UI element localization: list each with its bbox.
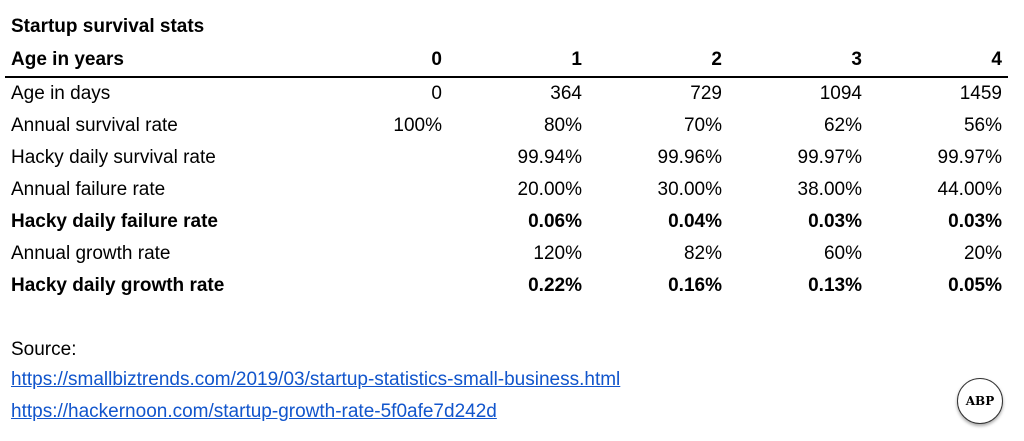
header-row: Age in years 0 1 2 3 4 <box>5 44 1008 78</box>
row-value <box>337 174 448 206</box>
row-value: 44.00% <box>937 179 1002 200</box>
row-value: 0.06% <box>528 211 582 232</box>
source-section: Source: https://smallbiztrends.com/2019/… <box>11 336 620 428</box>
row-value: 80% <box>543 115 582 136</box>
row-value: 99.97% <box>797 147 862 168</box>
row-value: 0 <box>431 83 442 104</box>
header-label: Age in years <box>5 44 337 78</box>
header-col-3: 3 <box>727 44 868 78</box>
row-label: Annual survival rate <box>11 115 178 136</box>
row-value: 20.00% <box>517 179 582 200</box>
row-value <box>337 142 448 174</box>
row-value: 100% <box>393 115 442 136</box>
row-value <box>337 270 448 302</box>
table-row: Age in days 0 364 729 1094 1459 <box>5 77 1008 110</box>
table-row: Annual growth rate 120% 82% 60% 20% <box>5 238 1008 270</box>
row-label: Age in days <box>11 83 111 104</box>
sheet-title: Startup survival stats <box>11 16 205 37</box>
row-value: 120% <box>533 243 582 264</box>
row-value: 99.96% <box>657 147 722 168</box>
row-value <box>337 206 448 238</box>
row-value: 99.94% <box>517 147 582 168</box>
row-value: 1094 <box>819 83 862 104</box>
row-value: 82% <box>683 243 722 264</box>
row-value: 0.03% <box>808 211 862 232</box>
row-value: 0.04% <box>668 211 722 232</box>
row-value: 364 <box>550 83 582 104</box>
row-value: 20% <box>963 243 1002 264</box>
row-value: 0.05% <box>948 275 1002 296</box>
row-value: 0.13% <box>808 275 862 296</box>
table-row: Annual failure rate 20.00% 30.00% 38.00% 44.… <box>5 174 1008 206</box>
row-value: 1459 <box>959 83 1002 104</box>
table-row: Hacky daily survival rate 99.94% 99.96% 99.… <box>5 142 1008 174</box>
row-value: 30.00% <box>657 179 722 200</box>
row-value: 56% <box>963 115 1002 136</box>
source-link-smallbiztrends[interactable]: https://smallbiztrends.com/2019/03/start… <box>11 369 621 390</box>
header-col-4: 4 <box>867 44 1008 78</box>
row-value <box>337 238 448 270</box>
table-row: Annual survival rate 100% 80% 70% 62% 56% <box>5 110 1008 142</box>
row-value: 70% <box>683 115 722 136</box>
stats-table: Age in years 0 1 2 3 4 Age in days 0 364 72… <box>5 44 1008 302</box>
row-value: 0.16% <box>668 275 722 296</box>
source-label: Source: <box>11 339 77 360</box>
header-col-1: 1 <box>447 44 588 78</box>
row-value: 38.00% <box>797 179 862 200</box>
table-row: Hacky daily failure rate 0.06% 0.04% 0.03% 0… <box>5 206 1008 238</box>
header-col-0: 0 <box>337 44 448 78</box>
row-label: Hacky daily growth rate <box>11 275 225 296</box>
row-label: Annual failure rate <box>11 179 166 200</box>
source-link-hackernoon[interactable]: https://hackernoon.com/startup-growth-ra… <box>11 401 497 422</box>
row-label: Annual growth rate <box>11 243 171 264</box>
table-row: Hacky daily growth rate 0.22% 0.16% 0.13% 0.… <box>5 270 1008 302</box>
row-value: 60% <box>823 243 862 264</box>
row-value: 0.22% <box>528 275 582 296</box>
row-label: Hacky daily survival rate <box>11 147 216 168</box>
abp-logo: ABP <box>957 378 1003 424</box>
row-value: 62% <box>823 115 862 136</box>
row-value: 729 <box>690 83 722 104</box>
row-value: 0.03% <box>948 211 1002 232</box>
row-value: 99.97% <box>937 147 1002 168</box>
header-col-2: 2 <box>587 44 728 78</box>
row-label: Hacky daily failure rate <box>11 211 218 232</box>
